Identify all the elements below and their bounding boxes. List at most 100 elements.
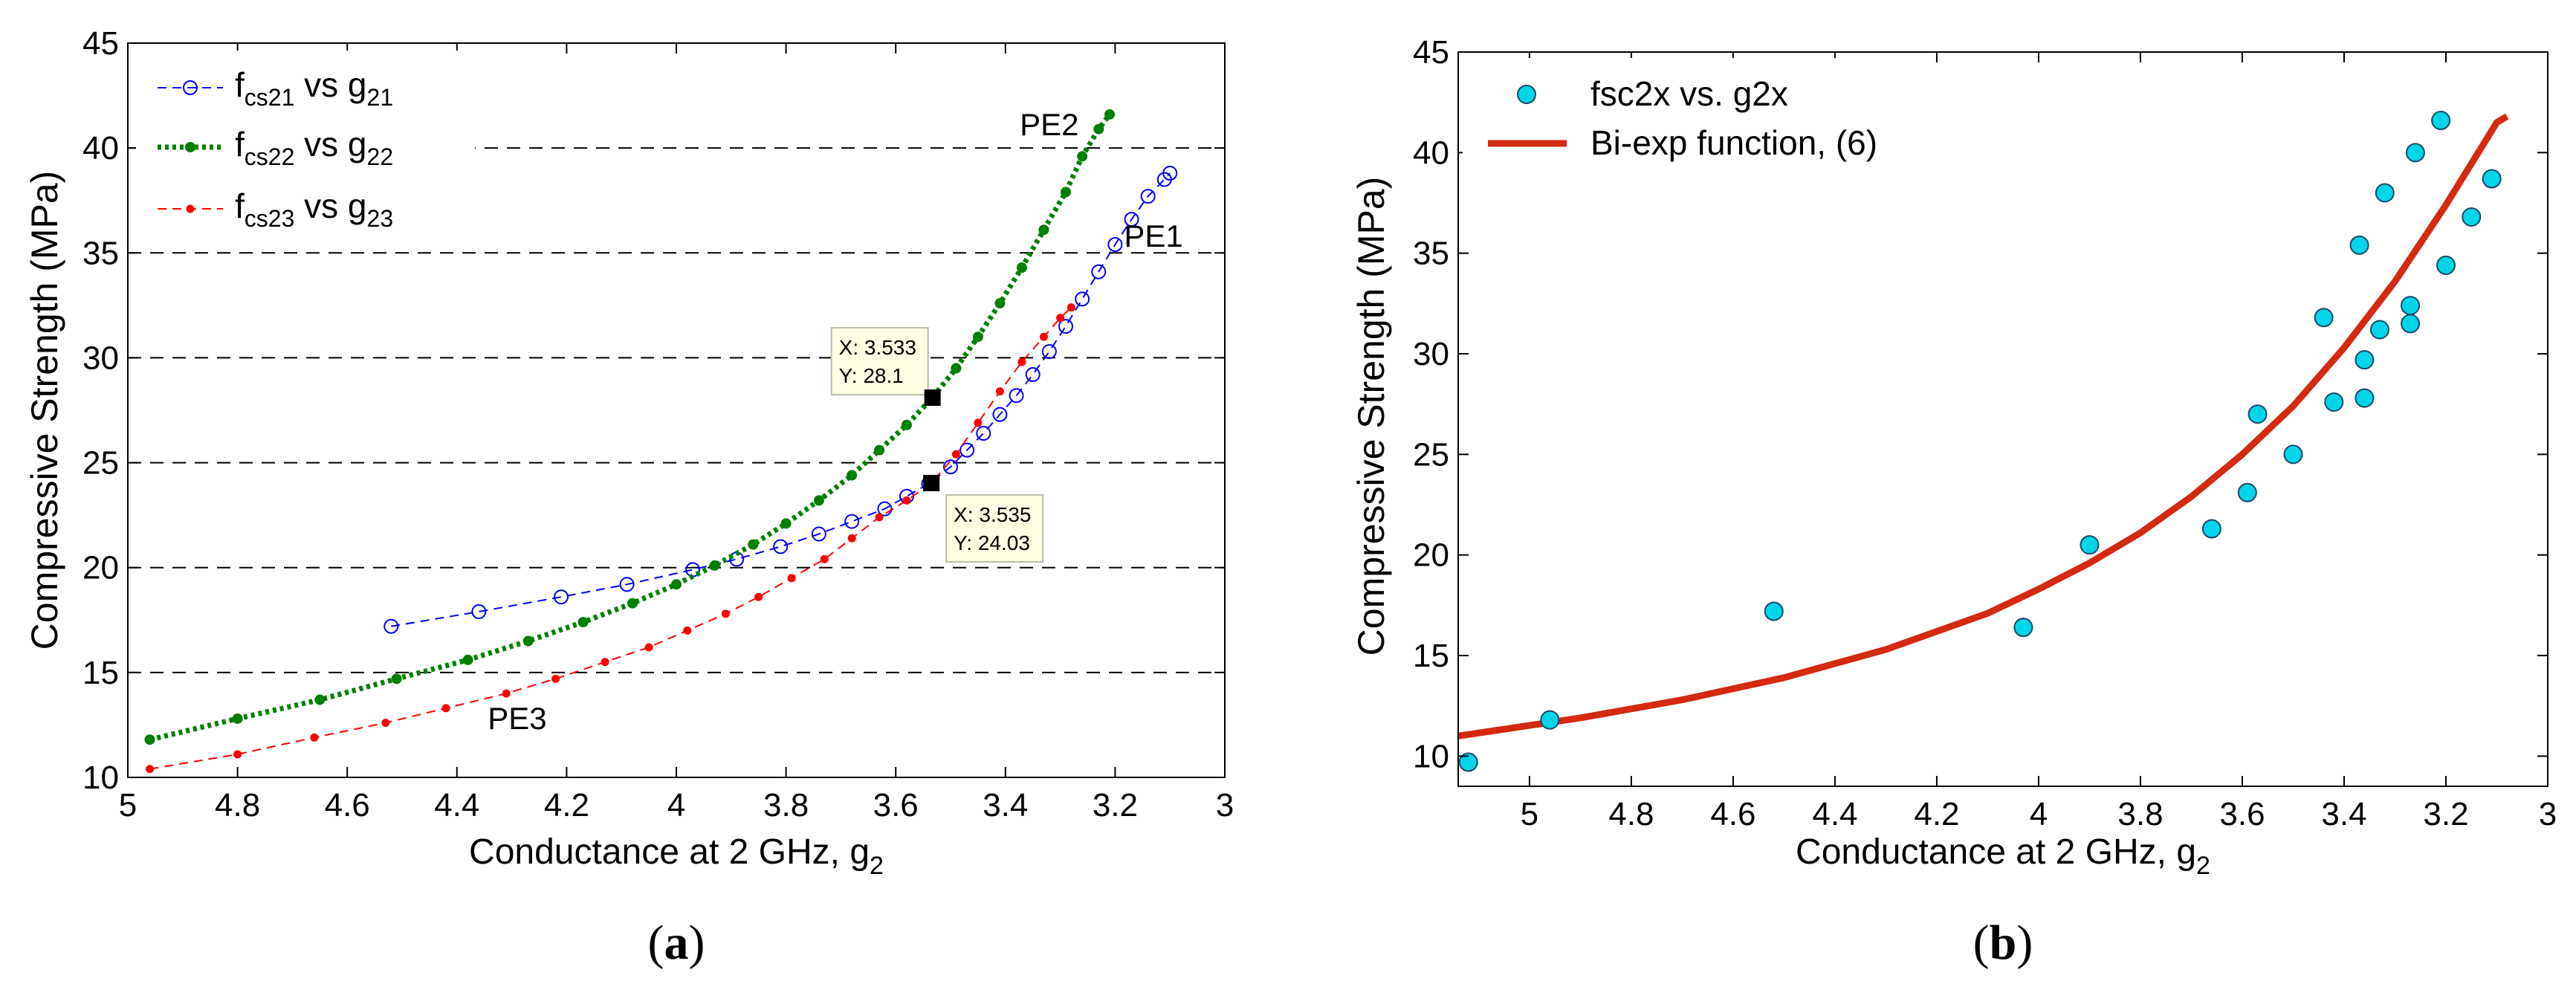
- data-point: [619, 577, 635, 592]
- data-point: [233, 750, 242, 759]
- y-tick-label: 30: [1413, 336, 1449, 372]
- curve-label: PE3: [488, 701, 546, 736]
- data-point: [811, 526, 826, 542]
- data-point: [551, 674, 560, 683]
- data-point: [2401, 296, 2421, 316]
- data-point: [1458, 752, 1478, 772]
- y-tick-label: 15: [82, 655, 119, 691]
- x-tick-label: 4.8: [215, 787, 260, 823]
- datatip-box: [945, 493, 1044, 563]
- y-tick-label: 30: [82, 340, 119, 376]
- data-point: [1039, 332, 1048, 341]
- x-axis-label: Conductance at 2 GHz, g2: [469, 832, 884, 880]
- y-tick-label: 40: [82, 130, 119, 166]
- data-point: [874, 444, 885, 456]
- legend-entry-fcs21: fcs21 vs g21: [235, 65, 393, 111]
- data-point: [2080, 535, 2100, 555]
- data-point: [1017, 357, 1026, 366]
- grid-lines: [128, 147, 1225, 673]
- data-point: [310, 733, 319, 742]
- data-point: [2375, 183, 2395, 203]
- y-axis-ticks: 10 15 20 25 30 35 40 45: [1413, 34, 2548, 774]
- data-point: [875, 513, 884, 522]
- data-point: [391, 673, 402, 684]
- data-point: [976, 426, 991, 441]
- x-tick-label: 4.6: [325, 787, 370, 823]
- data-point: [847, 534, 856, 543]
- x-tick-label: 4.4: [434, 787, 479, 823]
- legend-sample: [158, 204, 223, 213]
- legend: fcs21 vs g21 fcs22 vs g22 fcs23 vs g23: [136, 51, 475, 250]
- data-point: [902, 496, 911, 505]
- x-tick-label: 4.2: [1914, 796, 1959, 832]
- legend-marker: [183, 80, 198, 95]
- data-point: [780, 518, 792, 529]
- datatip-x-text: X: 3.535: [954, 503, 1031, 526]
- legend: fsc2x vs. g2x Bi-exp function, (6): [1463, 58, 1909, 177]
- legend-entry-fit: Bi-exp function, (6): [1590, 123, 1877, 162]
- data-point: [1124, 212, 1139, 227]
- data-point: [683, 626, 692, 635]
- x-tick-label: 4.8: [1608, 796, 1654, 832]
- data-point: [901, 419, 912, 430]
- data-point: [1056, 314, 1065, 323]
- x-tick-label: 4.2: [544, 787, 589, 823]
- data-point: [748, 539, 759, 550]
- data-point: [2349, 235, 2369, 255]
- data-point: [1077, 151, 1088, 162]
- y-tick-label: 15: [1413, 638, 1449, 674]
- data-point: [951, 450, 960, 459]
- x-tick-label: 3.4: [2321, 796, 2366, 832]
- data-point: [754, 592, 763, 601]
- curve-label: PE2: [1020, 107, 1078, 142]
- x-tick-label: 3.2: [1093, 787, 1138, 823]
- data-point: [2013, 618, 2033, 638]
- x-tick-label: 4.6: [1710, 796, 1755, 832]
- legend-marker: [186, 204, 195, 213]
- data-point: [522, 635, 534, 647]
- data-point: [1075, 291, 1090, 307]
- fit-curve: [1457, 113, 2509, 739]
- data-point: [601, 658, 609, 667]
- series-line: [391, 172, 1171, 627]
- data-point: [721, 609, 730, 618]
- data-point: [554, 589, 569, 605]
- y-axis-label: Compressive Strength (MPa): [1350, 177, 1392, 656]
- data-point: [2436, 255, 2456, 275]
- data-point: [627, 598, 638, 609]
- data-point: [1038, 224, 1049, 236]
- data-point: [381, 719, 390, 728]
- data-point: [671, 579, 682, 590]
- data-point: [1067, 303, 1075, 312]
- x-tick-label: 3.8: [2117, 796, 2163, 832]
- data-point: [2201, 519, 2221, 539]
- data-point: [1041, 343, 1057, 359]
- data-point: [1091, 264, 1107, 279]
- data-point: [773, 539, 789, 554]
- datatip-marker: [924, 389, 941, 407]
- y-tick-label: 40: [1413, 135, 1449, 171]
- legend-entry-fcs23: fcs23 vs g23: [235, 187, 393, 232]
- y-tick-label: 25: [82, 445, 119, 482]
- data-point: [974, 418, 983, 427]
- x-tick-label: 3: [1216, 787, 1234, 823]
- curve-label: PE1: [1124, 219, 1182, 253]
- data-point: [502, 689, 511, 698]
- legend-samples: [1488, 85, 1567, 147]
- data-point: [144, 734, 155, 745]
- data-point: [2482, 169, 2502, 189]
- data-point: [232, 713, 243, 724]
- legend-samples: [158, 80, 223, 213]
- data-point: [384, 618, 399, 634]
- datatip-marker: [923, 474, 940, 491]
- data-point: [992, 407, 1008, 422]
- y-tick-label: 10: [82, 760, 119, 796]
- data-point: [2401, 314, 2421, 334]
- data-point: [2324, 392, 2344, 412]
- data-point: [847, 470, 858, 481]
- data-point: [2355, 350, 2375, 370]
- x-tick-label: 4: [2030, 796, 2048, 832]
- data-point: [471, 603, 487, 619]
